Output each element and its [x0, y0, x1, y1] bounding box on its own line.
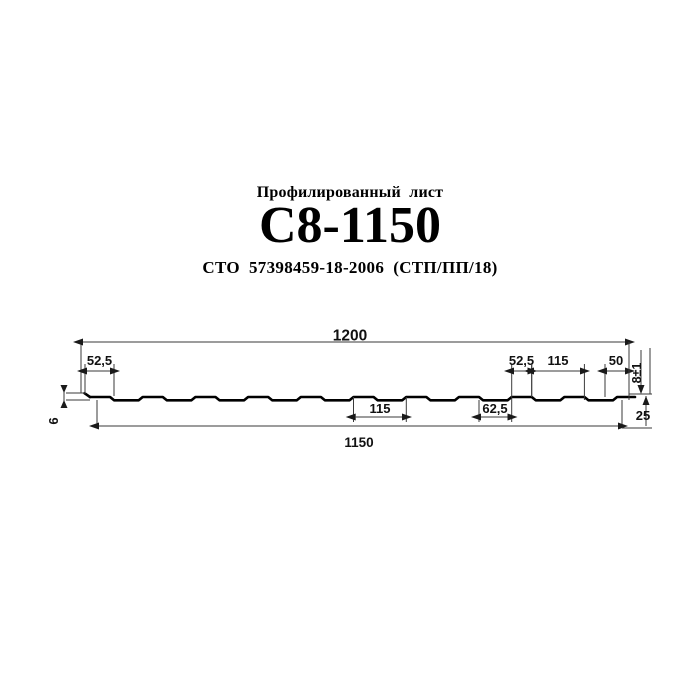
svg-text:50: 50	[609, 353, 623, 368]
svg-text:1150: 1150	[344, 435, 373, 450]
svg-text:115: 115	[548, 353, 569, 368]
svg-text:6: 6	[46, 417, 61, 424]
svg-text:62,5: 62,5	[482, 401, 507, 416]
svg-text:1200: 1200	[333, 328, 367, 345]
svg-text:115: 115	[370, 401, 391, 416]
svg-text:52,5: 52,5	[87, 353, 112, 368]
svg-text:52,5: 52,5	[509, 353, 534, 368]
svg-text:8±1: 8±1	[630, 363, 644, 384]
svg-text:25: 25	[636, 408, 650, 423]
